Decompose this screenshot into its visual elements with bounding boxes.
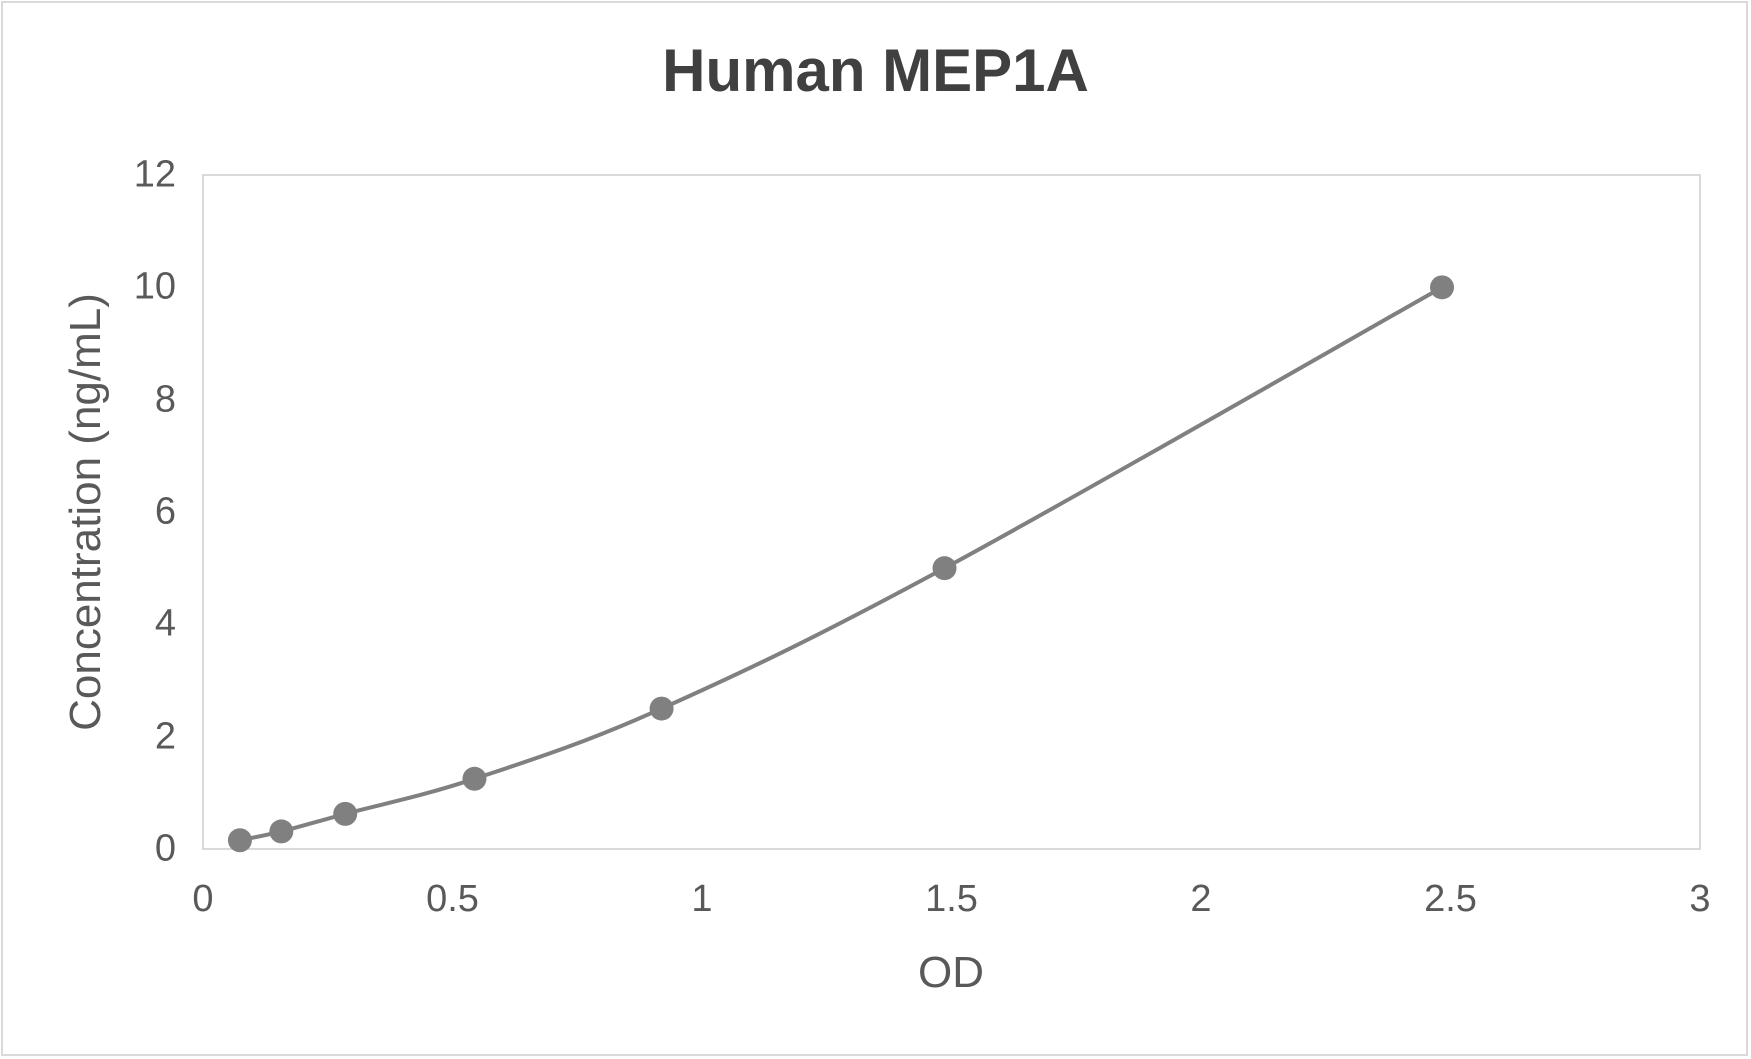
y-tick-label: 12 — [133, 153, 176, 196]
y-tick-label: 2 — [154, 715, 176, 758]
plot-border — [202, 174, 1701, 850]
x-tick-label: 2.5 — [1424, 878, 1477, 920]
x-tick-label: 1 — [691, 878, 713, 920]
x-tick-label: 0.5 — [426, 878, 479, 920]
x-tick-label: 3 — [1689, 878, 1711, 920]
data-point-marker — [932, 556, 957, 581]
data-markers — [227, 275, 1455, 853]
y-tick-label: 8 — [154, 378, 176, 421]
data-point-marker — [333, 801, 358, 826]
chart-title: Human MEP1A — [662, 37, 1089, 104]
data-point-marker — [462, 766, 487, 791]
y-tick-label: 10 — [133, 265, 176, 308]
data-point-marker — [269, 819, 294, 844]
data-line — [239, 285, 1444, 843]
x-tick-label: 0 — [192, 878, 214, 920]
data-point-marker — [227, 828, 252, 853]
data-point-marker — [1430, 275, 1455, 300]
y-tick-label: 6 — [154, 490, 176, 533]
y-tick-label: 4 — [154, 602, 176, 645]
x-tick-label: 2 — [1190, 878, 1212, 920]
data-point-marker — [649, 696, 674, 721]
x-axis-label: OD — [918, 948, 984, 997]
x-tick-label: 1.5 — [925, 878, 978, 920]
y-tick-label: 0 — [154, 827, 176, 870]
